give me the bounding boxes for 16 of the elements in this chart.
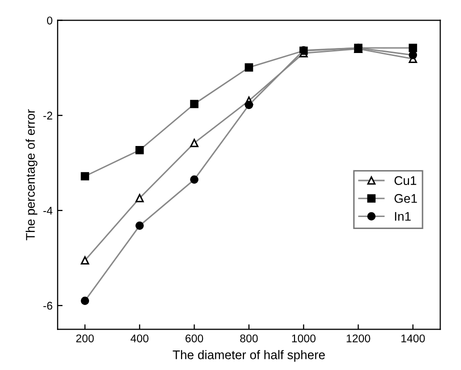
y-axis-title: The percentage of error <box>26 109 38 240</box>
y-tick-label: -4 <box>43 206 52 214</box>
x-axis-title: The diameter of half sphere <box>172 350 325 362</box>
x-tick-label: 1000 <box>292 334 316 342</box>
y-tick-label: -6 <box>43 302 52 310</box>
y-tick-label: -2 <box>43 112 52 120</box>
x-tick-label: 800 <box>240 334 258 342</box>
x-tick-label: 200 <box>76 334 94 342</box>
x-tick-label: 600 <box>186 334 204 342</box>
x-tick-label: 1200 <box>346 334 370 342</box>
y-tick-label: 0 <box>47 16 52 24</box>
legend-label: In1 <box>395 212 411 221</box>
x-tick-label: 1400 <box>401 334 425 342</box>
legend-label: Ge1 <box>394 194 417 203</box>
x-tick-label: 400 <box>130 334 148 342</box>
legend-label: Cu1 <box>394 176 416 185</box>
